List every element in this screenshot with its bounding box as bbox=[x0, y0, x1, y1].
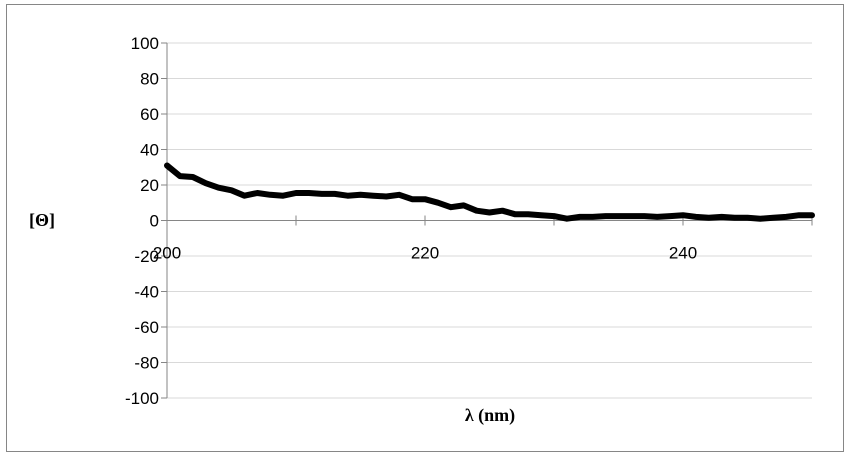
axes bbox=[161, 42, 813, 399]
y-tick-label: -80 bbox=[134, 354, 159, 373]
series-line bbox=[164, 162, 815, 222]
y-tick-label: 20 bbox=[140, 176, 159, 195]
y-tick-label: 40 bbox=[140, 141, 159, 160]
tick-labels: -100 -80 -60 -40 -20 0 20 40 60 80 100 200 220 240 bbox=[125, 34, 697, 408]
y-tick-label: 100 bbox=[131, 34, 159, 53]
y-axis-title: [Θ] bbox=[29, 210, 55, 230]
y-tick-label: 60 bbox=[140, 105, 159, 124]
x-tick-label: 200 bbox=[153, 244, 181, 263]
x-tick-label: 220 bbox=[411, 244, 439, 263]
y-tick-label: -60 bbox=[134, 318, 159, 337]
x-tick-label: 240 bbox=[669, 244, 697, 263]
x-axis-title: λ (nm) bbox=[465, 405, 515, 426]
grid-lines bbox=[167, 42, 812, 399]
series-layer bbox=[164, 162, 815, 222]
y-tick-label: -100 bbox=[125, 389, 159, 408]
y-tick-label: -20 bbox=[134, 247, 159, 266]
y-tick-label: -40 bbox=[134, 283, 159, 302]
y-tick-label: 80 bbox=[140, 70, 159, 89]
y-tick-label: 0 bbox=[150, 212, 159, 231]
